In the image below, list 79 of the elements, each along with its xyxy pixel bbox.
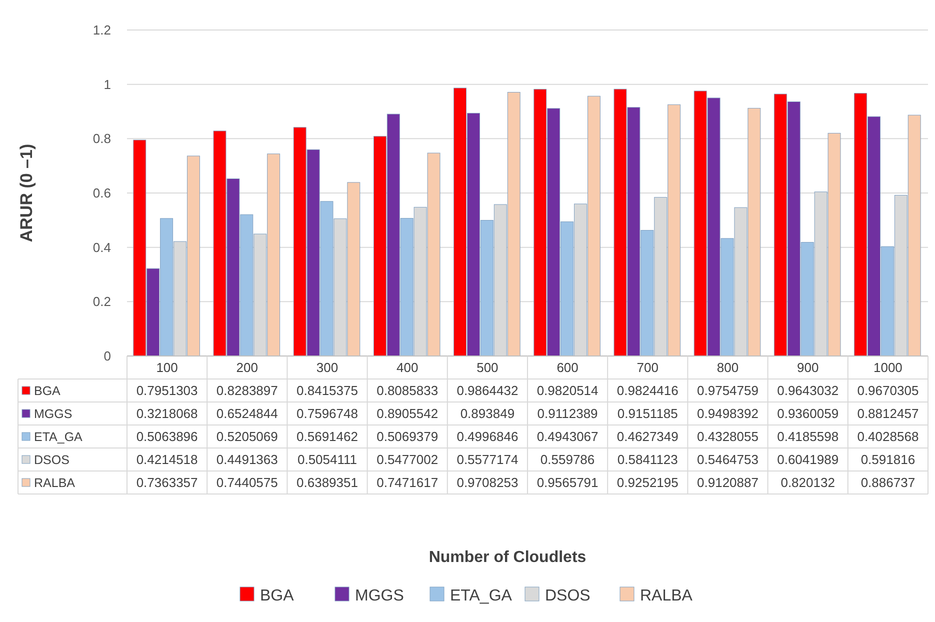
legend-label: MGGS bbox=[34, 406, 72, 421]
data-label: 0.9112389 bbox=[537, 406, 598, 422]
text: DSOS bbox=[545, 588, 590, 605]
text: ETA_GA bbox=[450, 588, 512, 605]
data-label: 0.4028568 bbox=[857, 429, 919, 444]
text: RALBA bbox=[640, 588, 692, 605]
legend-label: DSOS bbox=[34, 452, 70, 467]
data-label: 0.9864432 bbox=[456, 383, 518, 398]
data-label: 0.5477002 bbox=[376, 452, 438, 468]
data-label: 0.7440575 bbox=[216, 475, 278, 490]
x-tick-label: 100 bbox=[156, 360, 178, 376]
data-label: 0.886737 bbox=[860, 475, 916, 490]
data-label: 0.7596748 bbox=[296, 406, 358, 422]
legend-label: RALBA bbox=[34, 476, 76, 490]
x-tick-label: 300 bbox=[316, 360, 338, 376]
data-label: 0.8812457 bbox=[857, 406, 919, 422]
data-label: 0.4328055 bbox=[697, 429, 758, 444]
x-tick-label: 800 bbox=[716, 360, 739, 376]
x-tick-label: 900 bbox=[797, 360, 819, 376]
data-label: 0.9498392 bbox=[697, 406, 758, 422]
data-label: 0.7951303 bbox=[136, 383, 198, 398]
x-tick-label: 700 bbox=[636, 360, 658, 376]
data-label: 0.4996846 bbox=[456, 429, 518, 444]
data-label: 0.9252195 bbox=[616, 475, 678, 490]
data-label: 0.6389351 bbox=[296, 475, 358, 490]
data-label: 0.893849 bbox=[460, 406, 515, 422]
data-label: 0.6524844 bbox=[216, 406, 278, 422]
legend-label: ETA_GA bbox=[34, 430, 84, 444]
data-label: 0.9565791 bbox=[536, 475, 598, 490]
text: BGA bbox=[260, 588, 294, 605]
data-label: 0.5577174 bbox=[456, 452, 518, 468]
data-label: 0.5841123 bbox=[617, 452, 678, 468]
data-label: 0.5054111 bbox=[297, 452, 358, 468]
data-label: 0.5464753 bbox=[697, 452, 758, 468]
y-tick-label: 0.6 bbox=[92, 186, 111, 201]
data-label: 0.7471617 bbox=[376, 475, 438, 490]
x-tick-label: 500 bbox=[476, 360, 498, 376]
data-label: 0.8905542 bbox=[376, 406, 438, 422]
data-label: 0.9820514 bbox=[536, 383, 598, 398]
data-label: 0.4627349 bbox=[616, 429, 678, 444]
data-label: 0.9824416 bbox=[616, 383, 678, 398]
y-tick-label: 0.2 bbox=[92, 294, 111, 310]
x-tick-label: 1000 bbox=[873, 360, 902, 376]
data-label: 0.5063896 bbox=[136, 429, 198, 444]
data-label: 0.3218068 bbox=[136, 406, 198, 422]
data-label: 0.9120887 bbox=[697, 475, 758, 490]
data-label: 0.8085833 bbox=[376, 383, 438, 398]
x-tick-label: 400 bbox=[396, 360, 418, 376]
y-axis-title: ARUR (0 –1) bbox=[17, 144, 36, 242]
data-label: 0.4491363 bbox=[216, 452, 278, 468]
data-label: 0.6041989 bbox=[777, 452, 839, 468]
y-tick-label: 0.4 bbox=[92, 240, 111, 255]
y-tick-label: 1.2 bbox=[92, 22, 111, 38]
legend-label: BGA bbox=[34, 384, 62, 398]
data-label: 0.9708253 bbox=[456, 475, 518, 490]
data-label: 0.5691462 bbox=[296, 429, 358, 444]
data-label: 0.9643032 bbox=[777, 383, 839, 398]
data-label: 0.4943067 bbox=[536, 429, 598, 444]
data-label: 0.4185598 bbox=[777, 429, 839, 444]
y-tick-label: 0 bbox=[104, 348, 111, 364]
text: Number of Cloudlets bbox=[428, 549, 586, 566]
data-label: 0.559786 bbox=[540, 452, 595, 468]
data-label: 0.9754759 bbox=[697, 383, 758, 398]
data-label: 0.8415375 bbox=[296, 383, 358, 398]
text: MGGS bbox=[355, 588, 404, 605]
data-label: 0.820132 bbox=[780, 475, 835, 490]
data-label: 0.591816 bbox=[860, 452, 916, 468]
data-label: 0.9151185 bbox=[617, 406, 678, 422]
data-label: 0.9360059 bbox=[777, 406, 839, 422]
y-tick-label: 1 bbox=[104, 76, 111, 92]
data-label: 0.5205069 bbox=[216, 429, 278, 444]
data-label: 0.7363357 bbox=[136, 475, 198, 490]
y-tick-label: 0.8 bbox=[92, 131, 111, 146]
x-tick-label: 200 bbox=[236, 360, 258, 376]
data-label: 0.4214518 bbox=[136, 452, 198, 468]
x-tick-label: 600 bbox=[556, 360, 578, 376]
data-label: 0.8283897 bbox=[216, 383, 278, 398]
data-label: 0.9670305 bbox=[857, 383, 919, 398]
data-label: 0.5069379 bbox=[376, 429, 438, 444]
